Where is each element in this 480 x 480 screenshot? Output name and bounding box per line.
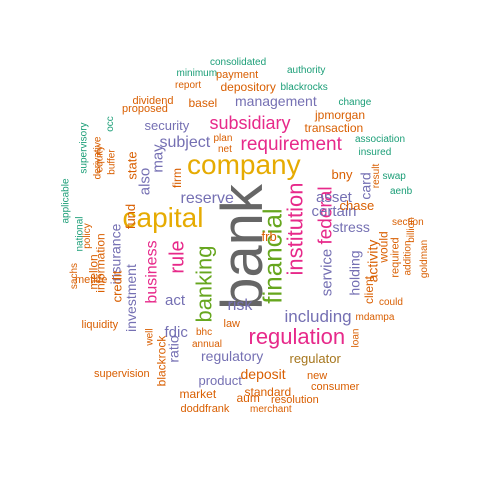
word-standard: standard — [244, 385, 292, 399]
word-minimum: minimum — [176, 68, 218, 79]
word-payment: payment — [216, 68, 259, 81]
word-holding: holding — [346, 250, 363, 296]
word-business: business — [143, 240, 161, 304]
word-requirement: requirement — [240, 133, 342, 155]
word-insured: insured — [358, 147, 392, 158]
word-transaction: transaction — [304, 121, 364, 135]
word-regulator: regulator — [289, 350, 341, 366]
word-mdampa: mdampa — [355, 312, 395, 323]
word-market: market — [179, 387, 217, 401]
word-act: act — [165, 291, 186, 309]
word-stress: stress — [332, 219, 370, 235]
word-net: net — [218, 144, 232, 155]
word-ratio: ratio — [165, 335, 182, 363]
word-rule: rule — [166, 240, 189, 274]
word-authority: authority — [287, 65, 326, 76]
word-well: well — [144, 328, 156, 346]
word-supervisory: supervisory — [78, 122, 90, 174]
word-metlife: metlife — [75, 273, 108, 286]
word-fdic: fdic — [164, 323, 188, 341]
word-security: security — [144, 117, 190, 133]
word-regulation: regulation — [248, 324, 346, 349]
word-client: client — [362, 275, 377, 305]
word-reserve: reserve — [180, 190, 234, 207]
word-blackrocks: blackrocks — [280, 82, 328, 93]
word-regulatory: regulatory — [201, 348, 264, 364]
word-new: new — [307, 369, 328, 382]
word-merchant: merchant — [250, 404, 292, 415]
word-consumer: consumer — [311, 380, 360, 393]
word-institution: institution — [281, 182, 307, 276]
word-required: required — [389, 236, 402, 278]
word-proposed: proposed — [122, 102, 168, 115]
word-billion: billion — [405, 217, 417, 243]
word-frb: frb — [261, 228, 277, 244]
word-subsidiary: subsidiary — [209, 113, 291, 133]
word-dividend: dividend — [132, 94, 174, 107]
word-applicable: applicable — [60, 178, 72, 224]
word-company: company — [187, 149, 301, 180]
word-jpmorgan: jpmorgan — [315, 108, 366, 122]
word-swap: swap — [382, 171, 406, 182]
word-state: state — [124, 150, 140, 180]
word-occ: occ — [104, 116, 116, 132]
word-would: would — [376, 231, 391, 263]
word-service: service — [318, 248, 336, 296]
word-firm: firm — [170, 168, 184, 188]
word-management: management — [235, 93, 317, 109]
word-bhc: bhc — [196, 327, 213, 338]
word-investment: investment — [122, 264, 139, 332]
word-annual: annual — [192, 339, 223, 350]
word-resolution: resolution — [271, 393, 319, 406]
word-addition: addition — [402, 240, 414, 276]
word-including: including — [284, 306, 352, 326]
word-capital: capital — [122, 202, 204, 233]
word-liquidity: liquidity — [81, 318, 119, 331]
word-law: law — [223, 317, 241, 330]
word-change: change — [338, 97, 372, 108]
word-basel: basel — [188, 96, 218, 110]
word-result: result — [371, 163, 383, 189]
word-aum: aum — [236, 391, 260, 405]
word-certain: certain — [311, 202, 357, 220]
word-report: report — [175, 80, 202, 91]
word-aenb: aenb — [390, 186, 413, 197]
word-loan: loan — [349, 328, 361, 348]
word-equity: equity — [93, 145, 105, 173]
word-depository: depository — [220, 80, 276, 94]
word-banking: banking — [191, 245, 217, 323]
word-subject: subject — [159, 134, 211, 151]
word-buffer: buffer — [106, 149, 118, 175]
word-section: section — [392, 217, 424, 228]
word-sachs: sachs — [69, 262, 81, 290]
word-product: product — [198, 372, 242, 388]
word-fund: fund — [122, 203, 138, 229]
word-card: card — [357, 172, 374, 200]
word-plan: plan — [213, 133, 233, 144]
word-doddfrank: doddfrank — [180, 402, 230, 415]
word-risk: risk — [227, 297, 253, 314]
word-consolidated: consolidated — [210, 57, 267, 68]
word-chase: chase — [339, 197, 375, 213]
word-asset: asset — [316, 188, 352, 206]
word-deposit: deposit — [240, 366, 286, 382]
word-goldman: goldman — [419, 239, 431, 279]
word-bny: bny — [331, 166, 353, 182]
word-association: association — [355, 134, 406, 145]
word-supervision: supervision — [94, 367, 150, 380]
word-credit: credit — [109, 270, 125, 302]
word-could: could — [379, 297, 403, 308]
word-financial: financial — [257, 208, 288, 304]
word-national: national — [74, 216, 86, 252]
